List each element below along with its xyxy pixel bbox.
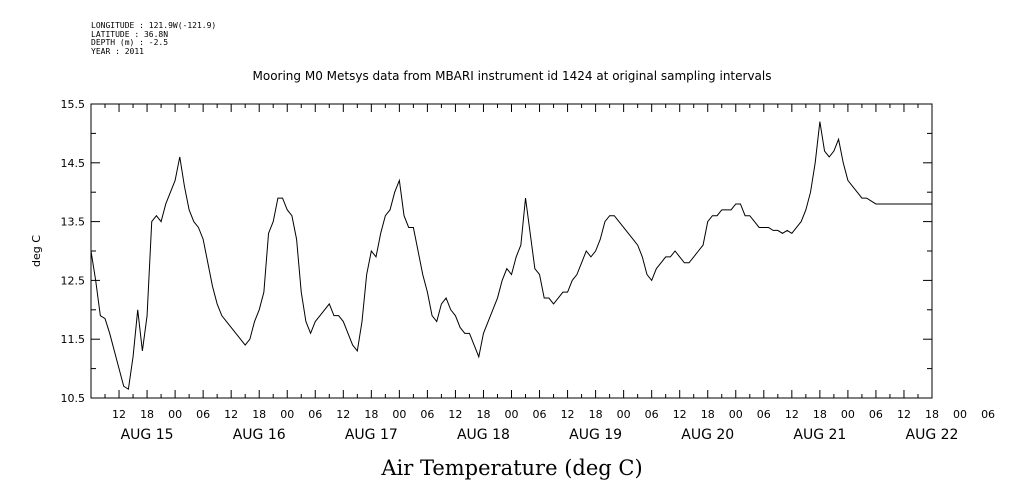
x-day-label: AUG 21 xyxy=(793,427,846,443)
metadata-block: LONGITUDE : 121.9W(-121.9) LATITUDE : 36… xyxy=(91,21,217,56)
x-day-label: AUG 17 xyxy=(345,427,398,443)
x-tick-label: 06 xyxy=(196,408,210,421)
x-tick-label: 12 xyxy=(561,408,575,421)
y-tick-label: 12.5 xyxy=(61,274,86,287)
y-axis: 10.5 11.5 12.5 13.5 14.5 15.5 xyxy=(61,98,932,405)
x-tick-label: 00 xyxy=(280,408,294,421)
x-tick-label: 00 xyxy=(841,408,855,421)
x-tick-label: 06 xyxy=(757,408,771,421)
x-tick-label: 12 xyxy=(673,408,687,421)
x-tick-label: 12 xyxy=(448,408,462,421)
longitude-text: LONGITUDE : 121.9W(-121.9) xyxy=(91,21,217,30)
x-tick-label: 18 xyxy=(140,408,154,421)
x-tick-label: 18 xyxy=(589,408,603,421)
x-day-label: AUG 19 xyxy=(569,427,622,443)
x-tick-label: 18 xyxy=(364,408,378,421)
series-line-air-temperature xyxy=(90,121,932,391)
x-tick-label: 06 xyxy=(533,408,547,421)
x-tick-label: 12 xyxy=(224,408,238,421)
x-tick-label: 00 xyxy=(392,408,406,421)
y-tick-label: 14.5 xyxy=(61,157,86,170)
x-day-label: AUG 20 xyxy=(681,427,734,443)
x-day-label: AUG 22 xyxy=(906,427,959,443)
x-day-label: AUG 16 xyxy=(233,427,286,443)
x-tick-label: 00 xyxy=(953,408,967,421)
x-tick-label: 00 xyxy=(617,408,631,421)
y-tick-label: 11.5 xyxy=(61,333,86,346)
x-tick-label: 00 xyxy=(505,408,519,421)
depth-text: DEPTH (m) : -2.5 xyxy=(91,38,169,48)
x-tick-label: 06 xyxy=(645,408,659,421)
x-tick-label: 06 xyxy=(308,408,322,421)
y-axis-label: deg C xyxy=(30,235,43,267)
x-tick-label: 12 xyxy=(785,408,799,421)
x-tick-label: 06 xyxy=(981,408,995,421)
y-tick-label: 13.5 xyxy=(61,216,86,229)
x-axis-label: Air Temperature (deg C) xyxy=(380,456,642,480)
x-tick-label: 06 xyxy=(869,408,883,421)
x-tick-label: 12 xyxy=(112,408,126,421)
x-tick-label: 00 xyxy=(729,408,743,421)
x-tick-label: 00 xyxy=(168,408,182,421)
x-tick-label: 06 xyxy=(420,408,434,421)
x-tick-label: 18 xyxy=(813,408,827,421)
x-tick-label: 18 xyxy=(252,408,266,421)
y-tick-label: 15.5 xyxy=(61,98,86,111)
x-tick-label: 18 xyxy=(476,408,490,421)
year-text: YEAR : 2011 xyxy=(91,46,144,56)
x-tick-label: 12 xyxy=(336,408,350,421)
x-axis: 12 18 00 06 12 18 00 06 12 18 00 06 12 18 00 06 12 18 00 06… xyxy=(104,104,995,443)
x-tick-label: 18 xyxy=(925,408,939,421)
plot-frame xyxy=(90,103,933,399)
x-day-label: AUG 18 xyxy=(457,427,510,443)
x-tick-label: 12 xyxy=(897,408,911,421)
x-day-label: AUG 15 xyxy=(121,427,174,443)
latitude-text: LATITUDE : 36.8N xyxy=(91,29,169,39)
y-tick-label: 10.5 xyxy=(61,392,86,405)
x-tick-label: 18 xyxy=(701,408,715,421)
chart-title: Mooring M0 Metsys data from MBARI instru… xyxy=(253,69,772,83)
